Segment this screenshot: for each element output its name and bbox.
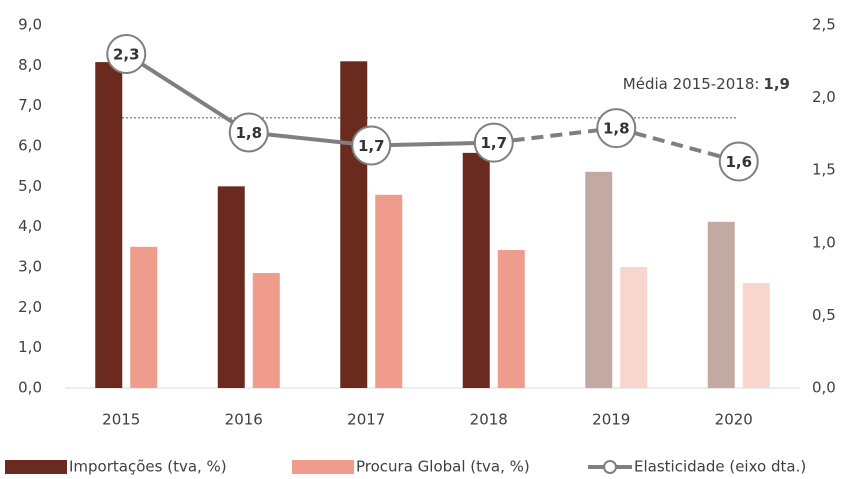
legend-label: Elasticidade (eixo dta.) <box>634 458 806 476</box>
bar <box>340 61 368 389</box>
bar <box>252 273 280 388</box>
x-tick-label: 2020 <box>715 411 753 429</box>
x-tick-label: 2016 <box>225 411 263 429</box>
legend-swatch <box>603 460 617 474</box>
y-tick-label: 2,0 <box>18 298 42 316</box>
line-marker <box>473 122 514 163</box>
legend-label: Importações (tva, %) <box>69 458 227 476</box>
annotation-text: Média 2015-2018: <box>623 75 760 93</box>
x-tick-label: 2015 <box>102 411 140 429</box>
y-tick-label: 6,0 <box>18 137 42 155</box>
bar <box>462 152 490 388</box>
y-tick-label: 7,0 <box>18 96 42 114</box>
data-label: 1,8 <box>235 124 262 142</box>
bar <box>620 267 648 388</box>
bar <box>95 62 123 389</box>
annotation: Média 2015-2018: 1,9 <box>623 75 790 93</box>
line-segment <box>493 126 617 145</box>
line-segment <box>615 126 740 164</box>
y-tick-label: 1,0 <box>18 338 42 356</box>
line-segment <box>125 52 250 135</box>
legend-swatch <box>5 460 67 474</box>
bar <box>375 194 403 388</box>
bar <box>707 221 735 388</box>
line-marker <box>106 34 147 75</box>
y2-tick-label: 0,0 <box>812 379 836 397</box>
data-label: 1,8 <box>603 120 630 138</box>
y-tick-label: 0,0 <box>18 379 42 397</box>
y2-tick-label: 2,5 <box>812 16 836 34</box>
line-marker <box>228 112 269 153</box>
annotation-value: 1,9 <box>763 75 790 93</box>
y-tick-label: 3,0 <box>18 258 42 276</box>
x-tick-label: 2017 <box>347 411 385 429</box>
line-marker <box>718 141 759 182</box>
y-tick-label: 8,0 <box>18 56 42 74</box>
y-tick-label: 9,0 <box>18 16 42 34</box>
bar <box>217 186 245 388</box>
data-label: 1,6 <box>725 153 752 171</box>
x-tick-label: 2019 <box>592 411 630 429</box>
bar <box>497 250 525 388</box>
data-label: 1,7 <box>358 137 385 155</box>
data-label: 2,3 <box>113 46 140 64</box>
bar <box>742 283 770 388</box>
y2-tick-label: 0,5 <box>812 306 836 324</box>
line-segment <box>371 140 494 148</box>
legend-swatch <box>292 460 354 474</box>
legend-label: Procura Global (tva, %) <box>356 458 530 476</box>
bar <box>585 171 613 388</box>
line-marker <box>351 125 392 166</box>
line-segment <box>248 130 372 148</box>
line-marker <box>596 108 637 149</box>
y2-tick-label: 2,0 <box>812 88 836 106</box>
data-label: 1,7 <box>480 134 507 152</box>
y-tick-label: 4,0 <box>18 217 42 235</box>
y2-tick-label: 1,0 <box>812 233 836 251</box>
y-tick-label: 5,0 <box>18 177 42 195</box>
y2-tick-label: 1,5 <box>812 161 836 179</box>
x-tick-label: 2018 <box>470 411 508 429</box>
bar <box>130 246 158 388</box>
